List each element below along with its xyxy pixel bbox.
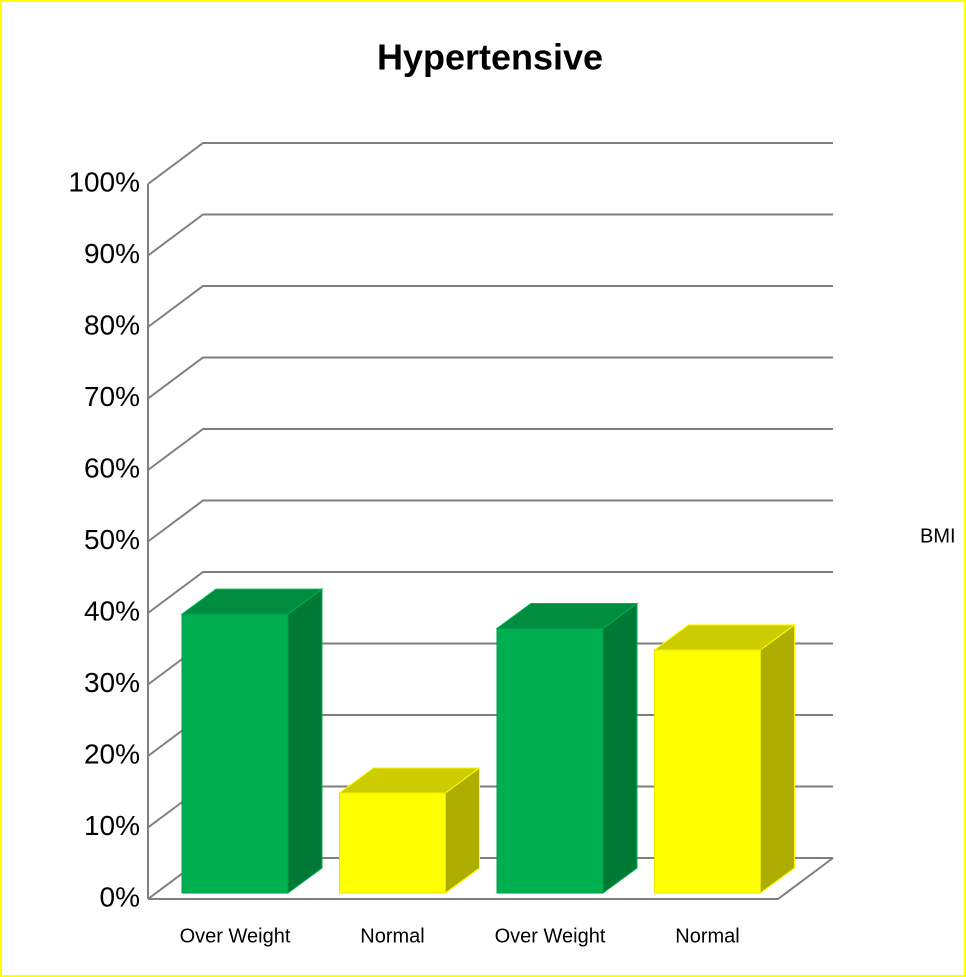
grid-line	[147, 499, 833, 543]
grid-line	[147, 213, 833, 257]
y-tick-label: 0%	[100, 881, 140, 912]
y-tick-label: 40%	[84, 595, 140, 626]
y-tick-label: 100%	[68, 166, 140, 197]
bar-side	[287, 588, 323, 894]
y-tick-label: 60%	[84, 452, 140, 483]
grid-line	[147, 571, 833, 614]
y-tick-label: 50%	[84, 524, 140, 555]
y-tick-label: 20%	[84, 738, 140, 769]
grid-line	[147, 356, 833, 400]
grid-line	[147, 285, 833, 328]
chart-title: Hypertensive	[377, 37, 603, 78]
x-tick-label: Over Weight	[495, 925, 606, 947]
x-tick-label: Normal	[360, 925, 424, 947]
bar-side	[602, 602, 638, 894]
bar	[339, 792, 446, 894]
bar	[181, 613, 289, 894]
x-tick-label: Over Weight	[180, 925, 291, 947]
bar	[496, 627, 604, 894]
y-tick-label: 90%	[84, 238, 140, 269]
grid-line	[147, 428, 833, 471]
floor	[148, 857, 834, 900]
bar	[654, 649, 761, 894]
y-tick-label: 30%	[84, 667, 140, 698]
annotation: BMI	[920, 525, 956, 547]
bar-side	[760, 623, 795, 894]
y-tick-label: 80%	[84, 309, 140, 340]
y-tick-label: 10%	[84, 810, 140, 841]
x-tick-label: Normal	[675, 925, 739, 947]
grid-line	[147, 142, 833, 185]
y-tick-label: 70%	[84, 381, 140, 412]
